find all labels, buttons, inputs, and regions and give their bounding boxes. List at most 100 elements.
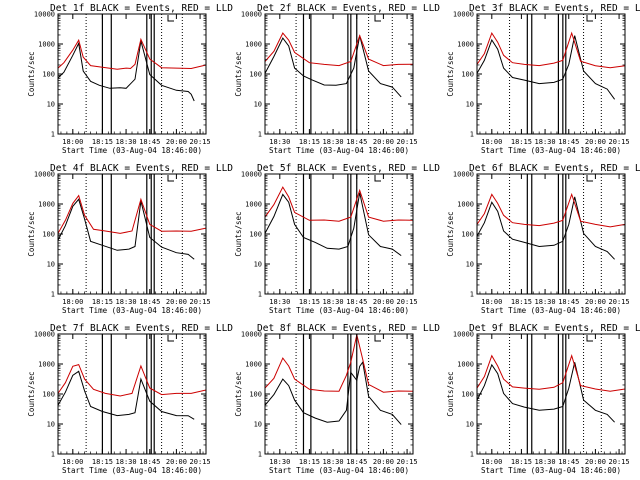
series-lld bbox=[476, 31, 626, 69]
series-lld bbox=[57, 194, 207, 234]
y-tick-label: 1000 bbox=[457, 201, 474, 209]
series-lld bbox=[264, 334, 414, 393]
series-events bbox=[57, 40, 195, 102]
y-tick-label: 10000 bbox=[241, 171, 262, 179]
x-tick-label: 20:15 bbox=[397, 298, 418, 306]
y-axis-label: Counts/sec bbox=[234, 371, 243, 416]
x-tick-label: 18:30 bbox=[269, 138, 290, 146]
x-tick-label: 20:00 bbox=[166, 138, 187, 146]
y-tick-label: 10000 bbox=[241, 11, 262, 19]
y-tick-label: 10 bbox=[254, 101, 262, 109]
x-tick-label: 18:45 bbox=[558, 458, 579, 466]
x-tick-label: 18:15 bbox=[511, 298, 532, 306]
y-tick-label: 100 bbox=[461, 231, 474, 239]
y-tick-label: 100 bbox=[461, 71, 474, 79]
legend-marker bbox=[374, 335, 381, 342]
plot-frame bbox=[476, 333, 626, 455]
panel-title: Det 8f BLACK = Events, RED = LLD bbox=[257, 323, 440, 334]
x-tick-label: 18:30 bbox=[535, 298, 556, 306]
x-tick-label: 20:00 bbox=[585, 298, 606, 306]
plot-frame bbox=[57, 333, 207, 455]
y-tick-label: 1 bbox=[51, 451, 55, 459]
series-events bbox=[264, 192, 402, 257]
x-tick-label: 20:15 bbox=[397, 138, 418, 146]
series-events bbox=[476, 362, 615, 423]
y-tick-label: 10 bbox=[254, 261, 262, 269]
x-tick-label: 20:15 bbox=[397, 458, 418, 466]
panel-det-1: Det 1f BLACK = Events, RED = LLD 1 10 100 10… bbox=[27, 3, 233, 155]
y-tick-label: 10000 bbox=[34, 11, 55, 19]
legend-marker bbox=[586, 15, 593, 22]
panel-title: Det 6f BLACK = Events, RED = LLD bbox=[469, 163, 640, 174]
panel-det-3: Det 3f BLACK = Events, RED = LLD 1 10 100 10… bbox=[446, 3, 640, 155]
y-tick-label: 1 bbox=[51, 131, 55, 139]
x-tick-label: 18:30 bbox=[116, 458, 137, 466]
series-lld bbox=[476, 192, 626, 228]
x-tick-label: 20:00 bbox=[373, 138, 394, 146]
x-tick-label: 18:30 bbox=[535, 458, 556, 466]
x-tick-label: 18:45 bbox=[139, 458, 160, 466]
y-axis-label: Counts/sec bbox=[27, 211, 36, 256]
x-tick-label: 20:15 bbox=[609, 138, 630, 146]
panel-title: Det 7f BLACK = Events, RED = LLD bbox=[50, 323, 233, 334]
series-events bbox=[57, 198, 195, 260]
x-tick-label: 20:15 bbox=[609, 458, 630, 466]
x-tick-label: 18:45 bbox=[558, 298, 579, 306]
y-axis-label: Counts/sec bbox=[446, 371, 455, 416]
x-tick-label: 18:30 bbox=[535, 138, 556, 146]
panel-det-4: Det 4f BLACK = Events, RED = LLD 1 10 100 10… bbox=[27, 163, 233, 315]
series-events bbox=[476, 196, 615, 260]
x-tick-label: 18:15 bbox=[299, 458, 320, 466]
legend-marker bbox=[374, 175, 381, 182]
y-tick-label: 1000 bbox=[245, 41, 262, 49]
x-tick-label: 20:15 bbox=[190, 138, 211, 146]
plot-frame bbox=[264, 173, 414, 295]
y-tick-label: 10 bbox=[47, 261, 55, 269]
x-tick-label: 18:15 bbox=[299, 138, 320, 146]
x-tick-label: 18:00 bbox=[62, 298, 83, 306]
y-tick-label: 1 bbox=[470, 451, 474, 459]
x-axis-label: Start Time (03-Aug-04 18:46:00) bbox=[62, 146, 202, 155]
panel-det-8: Det 8f BLACK = Events, RED = LLD 1 10 100 10… bbox=[234, 323, 440, 475]
x-tick-label: 20:15 bbox=[190, 458, 211, 466]
x-tick-label: 18:00 bbox=[481, 298, 502, 306]
x-tick-label: 18:00 bbox=[62, 138, 83, 146]
series-events bbox=[57, 370, 195, 420]
series-lld bbox=[476, 354, 626, 392]
x-tick-label: 18:15 bbox=[92, 458, 113, 466]
x-tick-label: 18:45 bbox=[139, 138, 160, 146]
y-tick-label: 10000 bbox=[34, 331, 55, 339]
plot-frame bbox=[476, 13, 626, 135]
x-tick-label: 18:15 bbox=[299, 298, 320, 306]
y-tick-label: 1000 bbox=[38, 361, 55, 369]
series-events bbox=[476, 35, 616, 100]
y-tick-label: 10 bbox=[466, 261, 474, 269]
panel-title: Det 4f BLACK = Events, RED = LLD bbox=[50, 163, 233, 174]
plot-frame bbox=[476, 173, 626, 295]
x-axis-label: Start Time (03-Aug-04 18:46:00) bbox=[62, 466, 202, 475]
x-tick-label: 18:00 bbox=[481, 138, 502, 146]
y-tick-label: 10000 bbox=[453, 171, 474, 179]
y-tick-label: 1 bbox=[470, 131, 474, 139]
legend-marker bbox=[586, 175, 593, 182]
y-tick-label: 10 bbox=[466, 101, 474, 109]
y-tick-label: 10 bbox=[254, 421, 262, 429]
y-tick-label: 1000 bbox=[457, 361, 474, 369]
legend-marker bbox=[374, 15, 381, 22]
x-tick-label: 20:00 bbox=[166, 458, 187, 466]
panel-title: Det 2f BLACK = Events, RED = LLD bbox=[257, 3, 440, 14]
x-axis-label: Start Time (03-Aug-04 18:46:00) bbox=[269, 306, 409, 315]
x-tick-label: 18:15 bbox=[511, 458, 532, 466]
x-tick-label: 18:00 bbox=[481, 458, 502, 466]
x-tick-label: 20:15 bbox=[190, 298, 211, 306]
x-tick-label: 18:45 bbox=[139, 298, 160, 306]
x-tick-label: 20:00 bbox=[166, 298, 187, 306]
y-axis-label: Counts/sec bbox=[446, 211, 455, 256]
panel-title: Det 9f BLACK = Events, RED = LLD bbox=[469, 323, 640, 334]
series-events bbox=[264, 35, 402, 98]
x-axis-label: Start Time (03-Aug-04 18:46:00) bbox=[269, 146, 409, 155]
x-tick-label: 18:45 bbox=[346, 298, 367, 306]
x-tick-label: 18:15 bbox=[92, 138, 113, 146]
y-tick-label: 1000 bbox=[245, 361, 262, 369]
x-tick-label: 18:30 bbox=[269, 298, 290, 306]
